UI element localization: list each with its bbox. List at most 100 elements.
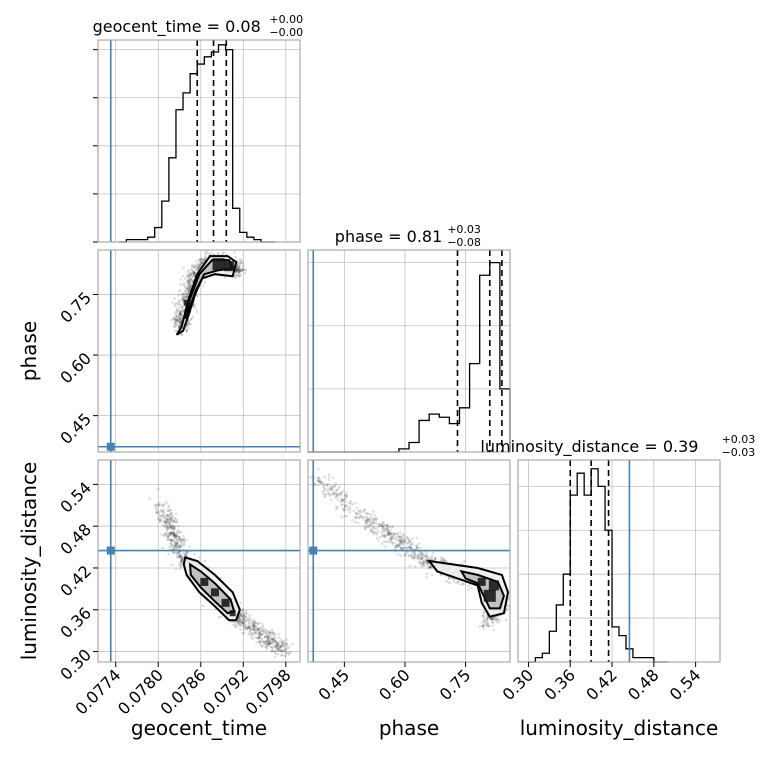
scatter-point: [271, 637, 275, 641]
scatter-point: [327, 490, 330, 494]
scatter-point: [398, 543, 401, 547]
scatter-point: [174, 319, 177, 322]
scatter-point: [278, 644, 282, 648]
scatter-point: [365, 518, 369, 522]
scatter-point: [393, 532, 396, 535]
scatter-point: [187, 326, 191, 330]
scatter-point: [187, 292, 190, 296]
scatter-point: [173, 303, 177, 306]
scatter-point: [265, 641, 268, 644]
scatter-point: [422, 561, 426, 564]
scatter-point: [183, 282, 186, 285]
scatter-point: [335, 505, 338, 508]
scatter-point: [273, 650, 276, 653]
scatter-point: [365, 525, 369, 528]
scatter-point: [420, 557, 424, 560]
scatter-point: [236, 268, 239, 272]
scatter-point: [191, 264, 194, 267]
scatter-point: [268, 641, 272, 645]
scatter-point: [178, 324, 182, 328]
scatter-point: [428, 566, 432, 570]
scatter-point: [166, 538, 169, 541]
scatter-point: [238, 619, 242, 623]
scatter-point: [333, 485, 336, 488]
scatter-point: [381, 534, 384, 537]
scatter-point: [173, 520, 176, 524]
scatter-point: [272, 637, 276, 641]
scatter-point: [241, 622, 245, 625]
scatter-point: [418, 555, 422, 558]
scatter-point: [386, 531, 390, 535]
scatter-point: [196, 265, 200, 269]
scatter-point: [209, 252, 212, 255]
scatter-point: [173, 519, 176, 522]
scatter-point: [170, 318, 173, 322]
scatter-point: [194, 263, 197, 266]
scatter-point: [175, 551, 179, 555]
scatter-point: [179, 554, 182, 557]
scatter-point: [177, 313, 181, 316]
histogram-luminosity_distance: [528, 468, 668, 663]
scatter-point: [270, 628, 274, 632]
scatter-point: [245, 627, 249, 630]
scatter-point: [268, 635, 271, 638]
scatter-point: [327, 473, 331, 476]
scatter-point: [402, 546, 406, 550]
scatter-point: [328, 494, 331, 497]
scatter-point: [343, 503, 347, 507]
scatter-point: [254, 624, 257, 628]
scatter-point: [382, 526, 386, 530]
scatter-point: [239, 628, 242, 631]
scatter-cloud: [309, 467, 510, 632]
scatter-point: [262, 630, 266, 633]
scatter-point: [159, 520, 162, 523]
scatter-point: [408, 564, 412, 568]
scatter-point: [239, 259, 242, 262]
scatter-point: [455, 581, 458, 585]
scatter-point: [266, 635, 270, 639]
scatter-point: [445, 560, 449, 563]
scatter-point: [267, 639, 270, 642]
scatter-point: [390, 536, 394, 539]
scatter-point: [179, 318, 182, 322]
scatter-point: [385, 528, 389, 531]
scatter-point: [385, 527, 388, 531]
scatter-point: [179, 283, 182, 286]
scatter-point: [183, 294, 186, 297]
x-tick-label: 0.0798: [242, 665, 295, 718]
scatter-point: [168, 525, 172, 529]
scatter-point: [414, 554, 418, 557]
scatter-point: [421, 552, 424, 556]
scatter-point: [361, 516, 365, 520]
scatter-point: [367, 523, 371, 527]
scatter-point: [372, 530, 376, 534]
scatter-point: [394, 542, 397, 545]
scatter-point: [257, 634, 261, 637]
scatter-point: [171, 527, 175, 531]
scatter-point: [203, 280, 206, 284]
scatter-point: [179, 316, 182, 320]
scatter-point: [400, 547, 403, 550]
scatter-point: [159, 514, 162, 518]
scatter-point: [241, 608, 245, 612]
scatter-point: [233, 275, 237, 279]
scatter-point: [289, 651, 292, 654]
scatter-point: [184, 289, 187, 292]
scatter-point: [177, 315, 180, 318]
scatter-point: [339, 491, 343, 495]
scatter-point: [194, 307, 198, 310]
scatter-point: [232, 620, 236, 624]
scatter-point: [403, 553, 407, 557]
scatter-point: [354, 516, 357, 520]
truth-marker: [106, 546, 115, 555]
scatter-point: [187, 282, 191, 285]
scatter-point: [283, 654, 286, 658]
scatter-point: [246, 617, 249, 621]
scatter-point: [331, 485, 335, 489]
scatter-point: [483, 611, 486, 614]
scatter-point: [284, 654, 287, 658]
scatter-point: [175, 546, 179, 550]
scatter-point: [365, 519, 368, 522]
scatter-point: [243, 618, 246, 621]
scatter-point: [420, 562, 424, 565]
